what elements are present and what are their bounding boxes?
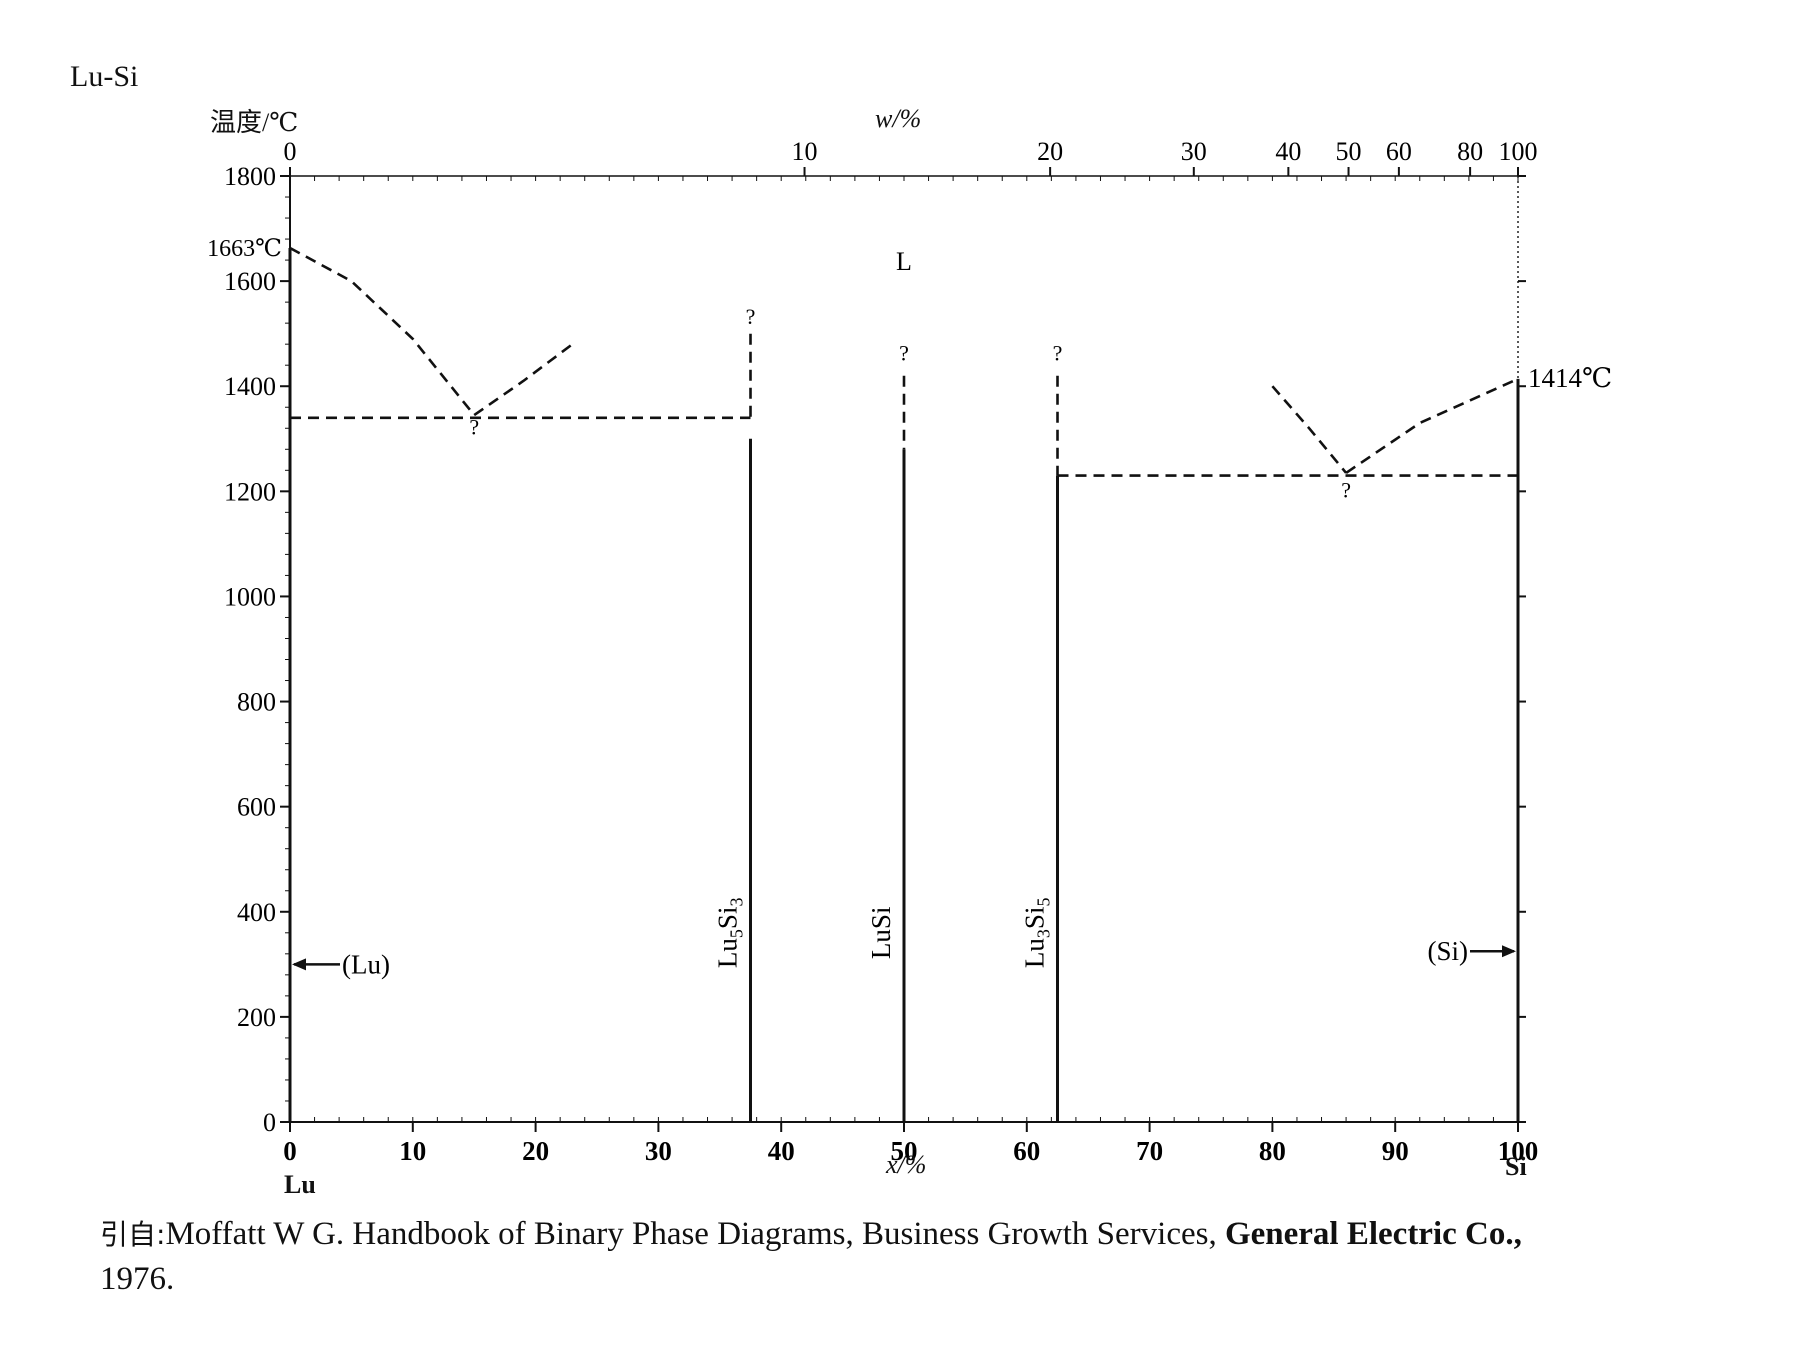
w-tick-label: 10	[792, 137, 818, 166]
compound-label: LuSi	[866, 907, 896, 960]
y-tick-label: 1400	[224, 372, 276, 401]
y-tick-label: 600	[237, 793, 276, 822]
caption-lead: 引自:	[100, 1218, 166, 1251]
x-tick-label: 0	[283, 1136, 297, 1166]
lu-melting-point-label: 1663℃	[207, 236, 282, 262]
x-tick-label: 80	[1259, 1136, 1286, 1166]
caption-year: 1976.	[100, 1261, 175, 1297]
y-tick-label: 200	[237, 1003, 276, 1032]
compound-label: Lu3Si5	[1020, 898, 1054, 969]
compound-text: Si	[1020, 907, 1050, 930]
y-tick-label: 400	[237, 898, 276, 927]
question-mark: ?	[469, 414, 479, 439]
question-mark: ?	[1053, 341, 1063, 366]
y-tick-label: 1600	[224, 267, 276, 296]
y-tick-label: 1000	[224, 582, 276, 611]
compound-subscript: 3	[727, 898, 747, 907]
w-tick-label: 40	[1275, 137, 1301, 166]
caption-text: Moffatt W G. Handbook of Binary Phase Di…	[165, 1216, 1225, 1252]
system-title: Lu-Si	[70, 60, 139, 93]
right-component-label: Si	[1505, 1152, 1527, 1181]
compound-text: Lu	[713, 938, 743, 968]
y-tick-label: 800	[237, 688, 276, 717]
compound-subscript: 5	[727, 929, 747, 938]
lu-phase-label: (Lu)	[342, 949, 390, 979]
x-tick-label: 100	[1498, 1136, 1539, 1166]
dashed-phase-boundary	[1345, 377, 1519, 474]
w-tick-label: 50	[1336, 137, 1362, 166]
compound-text: LuSi	[866, 907, 896, 960]
x-tick-label: 40	[768, 1136, 795, 1166]
question-mark: ?	[746, 304, 756, 329]
dashed-phase-boundary	[289, 246, 476, 416]
w-tick-label: 0	[284, 137, 297, 166]
y-axis-label: 温度/℃	[210, 108, 299, 137]
x-tick-label: 20	[522, 1136, 549, 1166]
dashed-phase-boundary	[473, 343, 574, 417]
lu-arrow-head	[292, 958, 306, 971]
compound-text: Lu	[1020, 938, 1050, 968]
x-tick-label: 70	[1136, 1136, 1163, 1166]
question-mark: ?	[1341, 477, 1351, 502]
compound-subscript: 5	[1034, 898, 1054, 907]
source-caption: 引自:Moffatt W G. Handbook of Binary Phase…	[100, 1212, 1740, 1301]
x-tick-label: 10	[399, 1136, 426, 1166]
w-tick-label: 20	[1037, 137, 1063, 166]
liquid-phase-label: L	[896, 247, 912, 276]
x-tick-label: 30	[645, 1136, 672, 1166]
x-tick-label: 60	[1013, 1136, 1040, 1166]
w-tick-label: 80	[1457, 137, 1483, 166]
x-axis-label: x/%	[886, 1150, 927, 1179]
y-tick-label: 0	[263, 1108, 276, 1137]
compound-label: Lu5Si3	[713, 898, 747, 969]
dashed-phase-boundary	[1271, 385, 1348, 474]
y-tick-label: 1200	[224, 477, 276, 506]
question-mark: ?	[899, 341, 909, 366]
w-tick-label: 100	[1499, 137, 1538, 166]
left-component-label: Lu	[284, 1170, 316, 1199]
compound-text: Si	[713, 907, 743, 930]
top-axis-label: w/%	[875, 104, 922, 133]
si-arrow-head	[1502, 945, 1516, 958]
si-phase-label: (Si)	[1428, 936, 1469, 966]
w-tick-label: 60	[1386, 137, 1412, 166]
y-tick-label: 1800	[224, 162, 276, 191]
x-tick-label: 90	[1382, 1136, 1409, 1166]
compound-subscript: 3	[1034, 929, 1054, 938]
caption-bold: General Electric Co.,	[1224, 1216, 1522, 1252]
x-tick-label: 50	[891, 1136, 918, 1166]
w-tick-label: 30	[1181, 137, 1207, 166]
si-melting-point-label: 1414℃	[1528, 363, 1612, 393]
